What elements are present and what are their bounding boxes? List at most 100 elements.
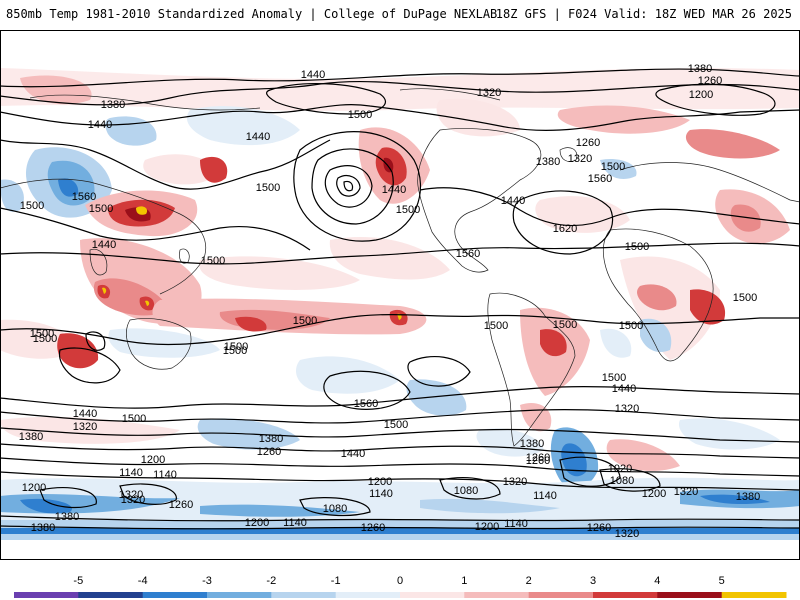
contour-label: 1440 xyxy=(612,383,636,395)
height-contours xyxy=(0,68,800,530)
contour-label: 1140 xyxy=(533,490,557,502)
contour-label: 1500 xyxy=(619,320,643,332)
contour-label: 1320 xyxy=(121,494,145,506)
contour-label: 1500 xyxy=(348,109,372,121)
contour-label: 1500 xyxy=(602,372,626,384)
contour-label: 1500 xyxy=(122,413,146,425)
colorbar-swatch xyxy=(593,592,658,598)
contour-label: 1380 xyxy=(55,511,79,523)
colorbar-swatch xyxy=(464,592,530,598)
contour-label: 1320 xyxy=(568,153,592,165)
contour-label: 1560 xyxy=(72,191,96,203)
contour-label: 1260 xyxy=(526,455,550,467)
anomaly-shading xyxy=(0,68,800,540)
anomaly-map: 1440 1380 1320 1260 1200 1500 1380 1440 … xyxy=(0,30,800,560)
contour-label: 1560 xyxy=(354,398,378,410)
colorbar-swatch xyxy=(142,592,208,598)
contour-label: 1140 xyxy=(153,469,177,481)
contour-label: 1140 xyxy=(504,518,528,530)
contour-label: 1500 xyxy=(30,328,54,340)
contour-label: 1380 xyxy=(688,63,712,75)
contour-label: 1200 xyxy=(22,482,46,494)
title-left: 850mb Temp 1981-2010 Standardized Anomal… xyxy=(6,7,498,21)
contour-label: 1500 xyxy=(89,203,113,215)
contour-label: 1440 xyxy=(301,69,325,81)
contour-label: 1500 xyxy=(625,241,649,253)
contour-label: 1380 xyxy=(101,99,125,111)
contour-label: 1440 xyxy=(501,195,525,207)
contour-label: 1320 xyxy=(477,87,501,99)
contour-label: 1200 xyxy=(368,476,392,488)
coastlines xyxy=(0,88,800,447)
contour-label: 1440 xyxy=(382,184,406,196)
contour-label: 1380 xyxy=(520,438,544,450)
colorbar-tick-label: 5 xyxy=(719,575,725,587)
colorbar-tick-label: -1 xyxy=(331,575,341,587)
contour-label: 1140 xyxy=(369,488,393,500)
contour-label: 1200 xyxy=(475,521,499,533)
colorbar-swatch xyxy=(657,592,723,598)
contour-label: 1440 xyxy=(73,408,97,420)
contour-label: 1500 xyxy=(33,333,57,345)
contour-label: 1320 xyxy=(674,486,698,498)
contour-label: 1320 xyxy=(73,421,97,433)
contour-label: 1140 xyxy=(119,467,143,479)
contour-label: 1500 xyxy=(396,204,420,216)
contour-label: 1380 xyxy=(19,431,43,443)
contour-label: 1500 xyxy=(224,341,248,353)
contour-label: 1260 xyxy=(361,522,385,534)
contour-label: 1200 xyxy=(141,454,165,466)
contour-label: 1320 xyxy=(615,528,639,540)
contour-label: 1320 xyxy=(503,476,527,488)
colorbar-swatch xyxy=(400,592,465,598)
contour-label: 1080 xyxy=(454,485,478,497)
contour-label: 1500 xyxy=(384,419,408,431)
contour-label: 1620 xyxy=(553,223,577,235)
colorbar-tick-label: -2 xyxy=(266,575,276,587)
contour-label: 1260 xyxy=(169,499,193,511)
colorbar-tick-label: 1 xyxy=(461,575,467,587)
contour-label: 1140 xyxy=(283,517,307,529)
contour-label: 1440 xyxy=(246,131,270,143)
contour-label: 1560 xyxy=(588,173,612,185)
contour-label: 1500 xyxy=(601,161,625,173)
contour-label: 1380 xyxy=(536,156,560,168)
colorbar-tick-label: -5 xyxy=(73,575,83,587)
contour-label: 1320 xyxy=(119,489,143,501)
colorbar-tick-label: 2 xyxy=(526,575,532,587)
contour-label: 1500 xyxy=(553,319,577,331)
colorbar-swatch xyxy=(207,592,272,598)
colorbar-tick-label: 3 xyxy=(590,575,596,587)
colorbar-swatch xyxy=(335,592,401,598)
colorbar-legend: -5 -4 -3 -2 -1 0 1 2 3 4 5 xyxy=(0,570,800,600)
contour-label: 1500 xyxy=(484,320,508,332)
contour-label: 1440 xyxy=(92,239,116,251)
colorbar-swatch xyxy=(14,592,79,598)
title-right: 18Z GFS | F024 Valid: 18Z WED MAR 26 202… xyxy=(495,7,792,21)
contour-label: 1080 xyxy=(610,475,634,487)
contour-label: 1260 xyxy=(526,452,550,464)
contour-label: 1200 xyxy=(245,517,269,529)
contour-label: 1260 xyxy=(257,446,281,458)
contour-label: 1200 xyxy=(642,488,666,500)
contour-label: 1200 xyxy=(689,89,713,101)
contour-label: 1320 xyxy=(615,403,639,415)
contour-label: 1500 xyxy=(733,292,757,304)
contour-label: 1440 xyxy=(341,448,365,460)
colorbar-swatch xyxy=(271,592,337,598)
contour-label: 1080 xyxy=(323,503,347,515)
colorbar-tick-label: 0 xyxy=(397,575,403,587)
contour-label: 1380 xyxy=(259,433,283,445)
colorbar-tick-label: 4 xyxy=(654,575,660,587)
contour-label: 1560 xyxy=(456,248,480,260)
colorbar-swatch xyxy=(528,592,594,598)
colorbar-tick-label: -3 xyxy=(202,575,212,587)
contour-label: 1500 xyxy=(201,255,225,267)
contour-label: 1260 xyxy=(698,75,722,87)
header-bar: 850mb Temp 1981-2010 Standardized Anomal… xyxy=(0,0,800,30)
colorbar-swatch xyxy=(78,592,144,598)
contour-label: 1440 xyxy=(88,119,112,131)
contour-label: 1260 xyxy=(576,137,600,149)
contour-label: 1260 xyxy=(587,522,611,534)
contour-label: 1500 xyxy=(20,200,44,212)
